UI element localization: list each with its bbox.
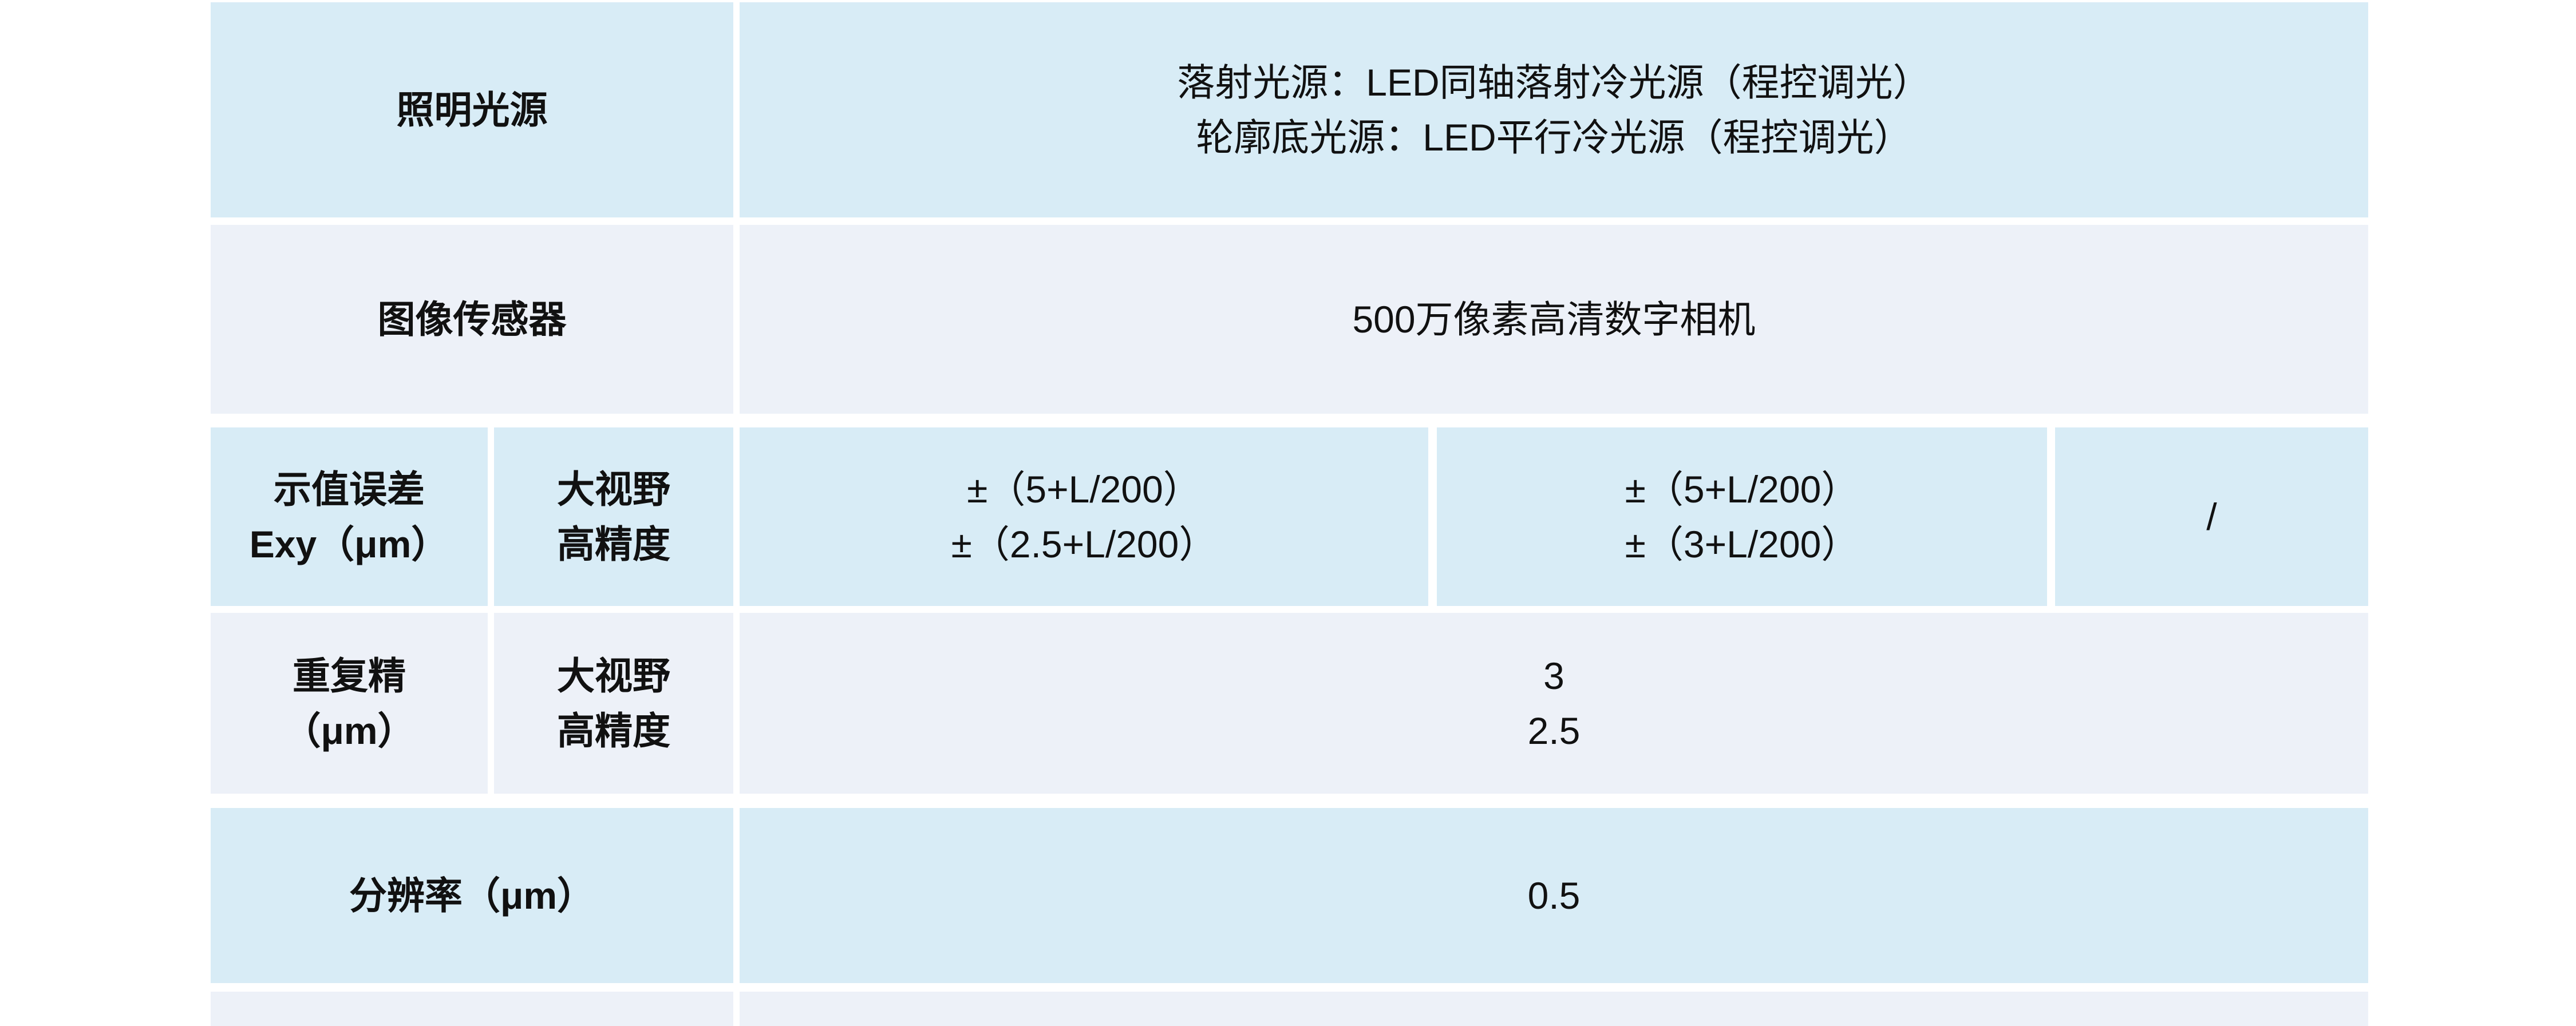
row-label-resolution: 分辨率（μm） [211,808,733,983]
row-label-image-sensor: 图像传感器 [211,225,733,414]
indication-error-cell-3: / [2055,427,2368,606]
indication-error-cell-1: ±（5+L/200） ±（2.5+L/200） [740,427,1428,606]
mode-line: 高精度 [557,523,670,565]
row-label-repeatability: 重复精 （μm） [211,613,488,794]
row-sublabel-modes: 大视野 高精度 [494,427,733,606]
row-label-line: 重复精 [293,655,406,697]
row-value-image-sensor: 500万像素高清数字相机 [740,225,2368,414]
row-sublabel-modes: 大视野 高精度 [494,613,733,794]
value-line: 0.5 [1527,874,1581,917]
value-line: 500万像素高清数字相机 [1352,298,1756,340]
table-row-indication-error: 示值误差 Exy（μm） 大视野 高精度 ±（5+L/200） ±（2.5+L/… [211,427,2368,606]
row-label-illumination-source: 照明光源 [211,2,733,217]
spec-table: 照明光源 落射光源：LED同轴落射冷光源（程控调光） 轮廓底光源：LED平行冷光… [211,2,2368,1026]
table-row-partial [211,992,2368,1026]
row-label-text: 照明光源 [396,89,548,131]
partial-row-value-cell [740,992,2368,1026]
table-row-illumination-source: 照明光源 落射光源：LED同轴落射冷光源（程控调光） 轮廓底光源：LED平行冷光… [211,2,2368,217]
row-value-resolution: 0.5 [740,808,2368,983]
value-line: ±（3+L/200） [1625,523,1859,565]
row-label-line: Exy（μm） [249,523,449,565]
row-value-repeatability: 3 2.5 [740,613,2368,794]
mode-line: 大视野 [557,655,670,697]
row-label-line: 示值误差 [274,468,425,510]
value-line: 2.5 [1527,710,1581,752]
row-value-illumination-source: 落射光源：LED同轴落射冷光源（程控调光） 轮廓底光源：LED平行冷光源（程控调… [740,2,2368,217]
value-line: 落射光源：LED同轴落射冷光源（程控调光） [1177,61,1931,104]
row-label-text: 图像传感器 [377,298,567,340]
row-label-indication-error: 示值误差 Exy（μm） [211,427,488,606]
mode-line: 高精度 [557,710,670,752]
row-label-text: 分辨率（μm） [349,874,595,917]
value-line: 轮廓底光源：LED平行冷光源（程控调光） [1196,116,1912,159]
value-line: 3 [1543,655,1564,697]
table-row-repeatability: 重复精 （μm） 大视野 高精度 3 2.5 [211,613,2368,794]
table-row-resolution: 分辨率（μm） 0.5 [211,808,2368,983]
table-row-image-sensor: 图像传感器 500万像素高清数字相机 [211,225,2368,414]
row-label-line: （μm） [283,710,416,752]
value-line: ±（5+L/200） [1625,468,1859,510]
partial-row-label-cell [211,992,733,1026]
value-line: ±（2.5+L/200） [951,523,1217,565]
mode-line: 大视野 [557,468,670,510]
indication-error-cell-2: ±（5+L/200） ±（3+L/200） [1437,427,2047,606]
value-line: ±（5+L/200） [967,468,1201,510]
value-line: / [2206,496,2217,538]
